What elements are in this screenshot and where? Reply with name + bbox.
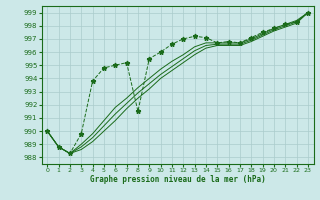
X-axis label: Graphe pression niveau de la mer (hPa): Graphe pression niveau de la mer (hPa) bbox=[90, 175, 266, 184]
